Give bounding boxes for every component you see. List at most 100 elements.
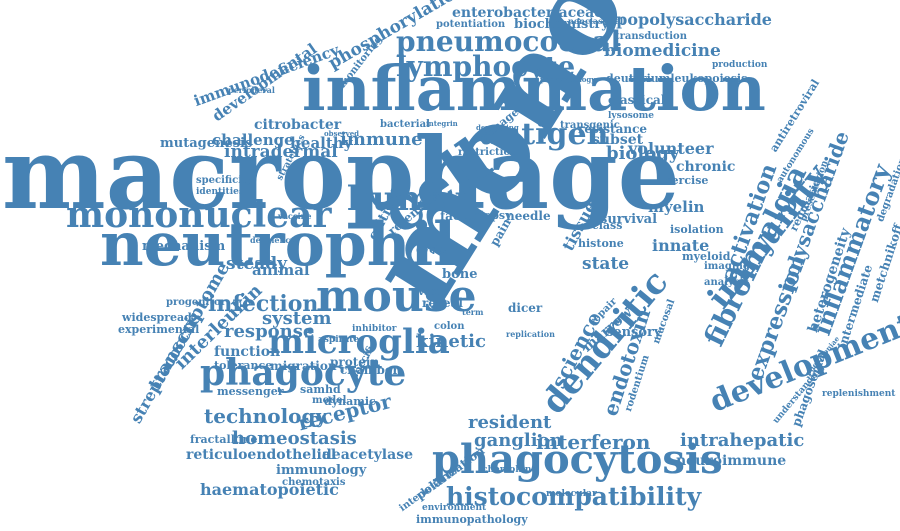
word-chronic: chronic (676, 159, 736, 175)
word-intrahepatic: intrahepatic (680, 430, 805, 451)
word-pharmacology: pharmacology (540, 75, 596, 84)
word-lymphocyte: lymphocyte (396, 50, 576, 83)
word-identities: identities (196, 187, 244, 197)
word-chamber: chamber (340, 363, 399, 377)
word-challenge: challenge (212, 131, 294, 149)
word-deacetylase: deacetylase (322, 447, 413, 463)
word-tolerance: tolerance (214, 359, 273, 372)
word-infection: infection (208, 291, 319, 317)
word-inflammation: inflammation (302, 52, 766, 125)
word-samhd: samhd (300, 383, 341, 396)
word-deuteriumleukopoiesis: deuteriumleukopoiesis (606, 72, 748, 85)
word-survival: survival (600, 212, 658, 227)
word-protein: protein (330, 355, 380, 369)
word-developing: developing (476, 123, 519, 132)
word-mutagenesis: mutagenesis (160, 136, 253, 151)
word-metchnikoff: metchnikoff (867, 222, 900, 305)
word-pneumococcal: pneumococcal (396, 25, 622, 58)
word-intradermal: intradermal (224, 142, 338, 162)
word-observed: observed (324, 129, 360, 138)
word-kinetic: kinetic (416, 331, 486, 352)
word-phagocytosis: phagocytosis (432, 436, 723, 483)
word-response: response (224, 321, 315, 342)
word-production: production (712, 60, 768, 70)
word-experimental: experimental (118, 323, 200, 336)
word-interferon: interferon (536, 430, 651, 454)
word-migration: migration (270, 359, 337, 373)
word-progenitor: progenitor (166, 297, 226, 308)
word-technology: technology (204, 404, 328, 428)
word-lysosome: lysosome (608, 111, 655, 121)
word-needle: needle (506, 209, 551, 223)
word-imaging: imaging (704, 261, 750, 272)
word-immune: immune (340, 129, 423, 150)
word-mechanism: mechanism (142, 239, 226, 254)
word-transgenic: transgenic (560, 120, 620, 131)
word-widespread: widespread (122, 311, 192, 324)
word-model: model (312, 395, 347, 406)
word-function: function (214, 344, 281, 360)
word-volunteer: volunteer (628, 139, 714, 158)
word-dicer: dicer (508, 301, 543, 315)
word-nonclassical: nonclassical (568, 16, 624, 26)
word-immunopathology: immunopathology (416, 513, 528, 526)
word-macrophage: macrophage (2, 117, 681, 232)
word-neuroimmune: neuroimmune (676, 453, 787, 469)
word-innate: innate (652, 236, 710, 255)
word-messenger: messenger (217, 385, 284, 398)
word-resistance: resistance (578, 122, 648, 136)
word-specificity: specificity (196, 175, 253, 186)
word-histone: histone (578, 237, 624, 250)
word-mouse: mouse (316, 271, 477, 322)
word-potentiation: potentiation (436, 19, 506, 30)
word-vaccine: vaccine (278, 211, 312, 221)
word-aspirate: aspirate (318, 335, 360, 345)
word-reveal: reveal (422, 296, 463, 310)
word-inhibitor: inhibitor (352, 324, 397, 334)
word-classical: classical (608, 93, 666, 107)
word-healthy: healthy (290, 134, 353, 152)
word-biopsy: biopsy (472, 209, 512, 222)
word-chemotaxis: chemotaxis (282, 477, 346, 488)
word-environment: environment (422, 503, 487, 513)
word-phagocyte: phagocyte (200, 352, 407, 394)
word-analysis: analysis (704, 277, 749, 288)
word-microglia: microglia (268, 322, 450, 362)
word-haematopoietic: haematopoietic (200, 480, 339, 499)
word-antiretroviral: antiretroviral (767, 77, 823, 155)
word-molecular: molecular (546, 489, 597, 499)
word-citrobacter: citrobacter (254, 117, 342, 133)
word-deficiency: deficiency (250, 235, 295, 245)
word-enterobacteriaceae: enterobacteriaceae (452, 5, 604, 21)
word-transduction: transduction (615, 31, 687, 42)
word-neutrophil: neutrophil (100, 210, 456, 280)
word-histocompatibility: histocompatibility (446, 482, 702, 511)
word-cycle: cycle (416, 243, 447, 256)
word-biology: biology (606, 143, 680, 164)
word-colon: colon (434, 321, 465, 332)
word-mononuclear: mononuclear (66, 194, 332, 236)
word-term: term (462, 307, 484, 317)
word-bacterial: bacterial (380, 119, 430, 130)
word-class: class (592, 219, 623, 232)
word-steady: steady (226, 254, 288, 274)
word-integrin: integrin (426, 119, 458, 128)
word-reticuloendothelial: reticuloendothelial (186, 447, 337, 463)
word-peripheral: peripheral (228, 85, 275, 95)
word-rule: rule (432, 247, 448, 256)
word-chemokine: chemokine (482, 465, 538, 475)
word-bone: bone (442, 267, 478, 282)
word-lipopolysaccharide: lipopolysaccharide (604, 10, 772, 29)
word-isolation: isolation (670, 223, 724, 236)
word-antigen: antigen (480, 117, 609, 152)
word-animal: animal (252, 261, 310, 279)
word-human: human (347, 179, 480, 219)
word-sensory: sensory (606, 325, 662, 340)
word-dynamic: dynamic (324, 395, 376, 408)
word-myelin: myelin (648, 198, 705, 216)
word-system: system (262, 308, 332, 329)
word-homeostasis: homeostasis (232, 428, 357, 449)
word-resident: resident (468, 412, 552, 433)
word-ganglion: ganglion (474, 430, 563, 451)
